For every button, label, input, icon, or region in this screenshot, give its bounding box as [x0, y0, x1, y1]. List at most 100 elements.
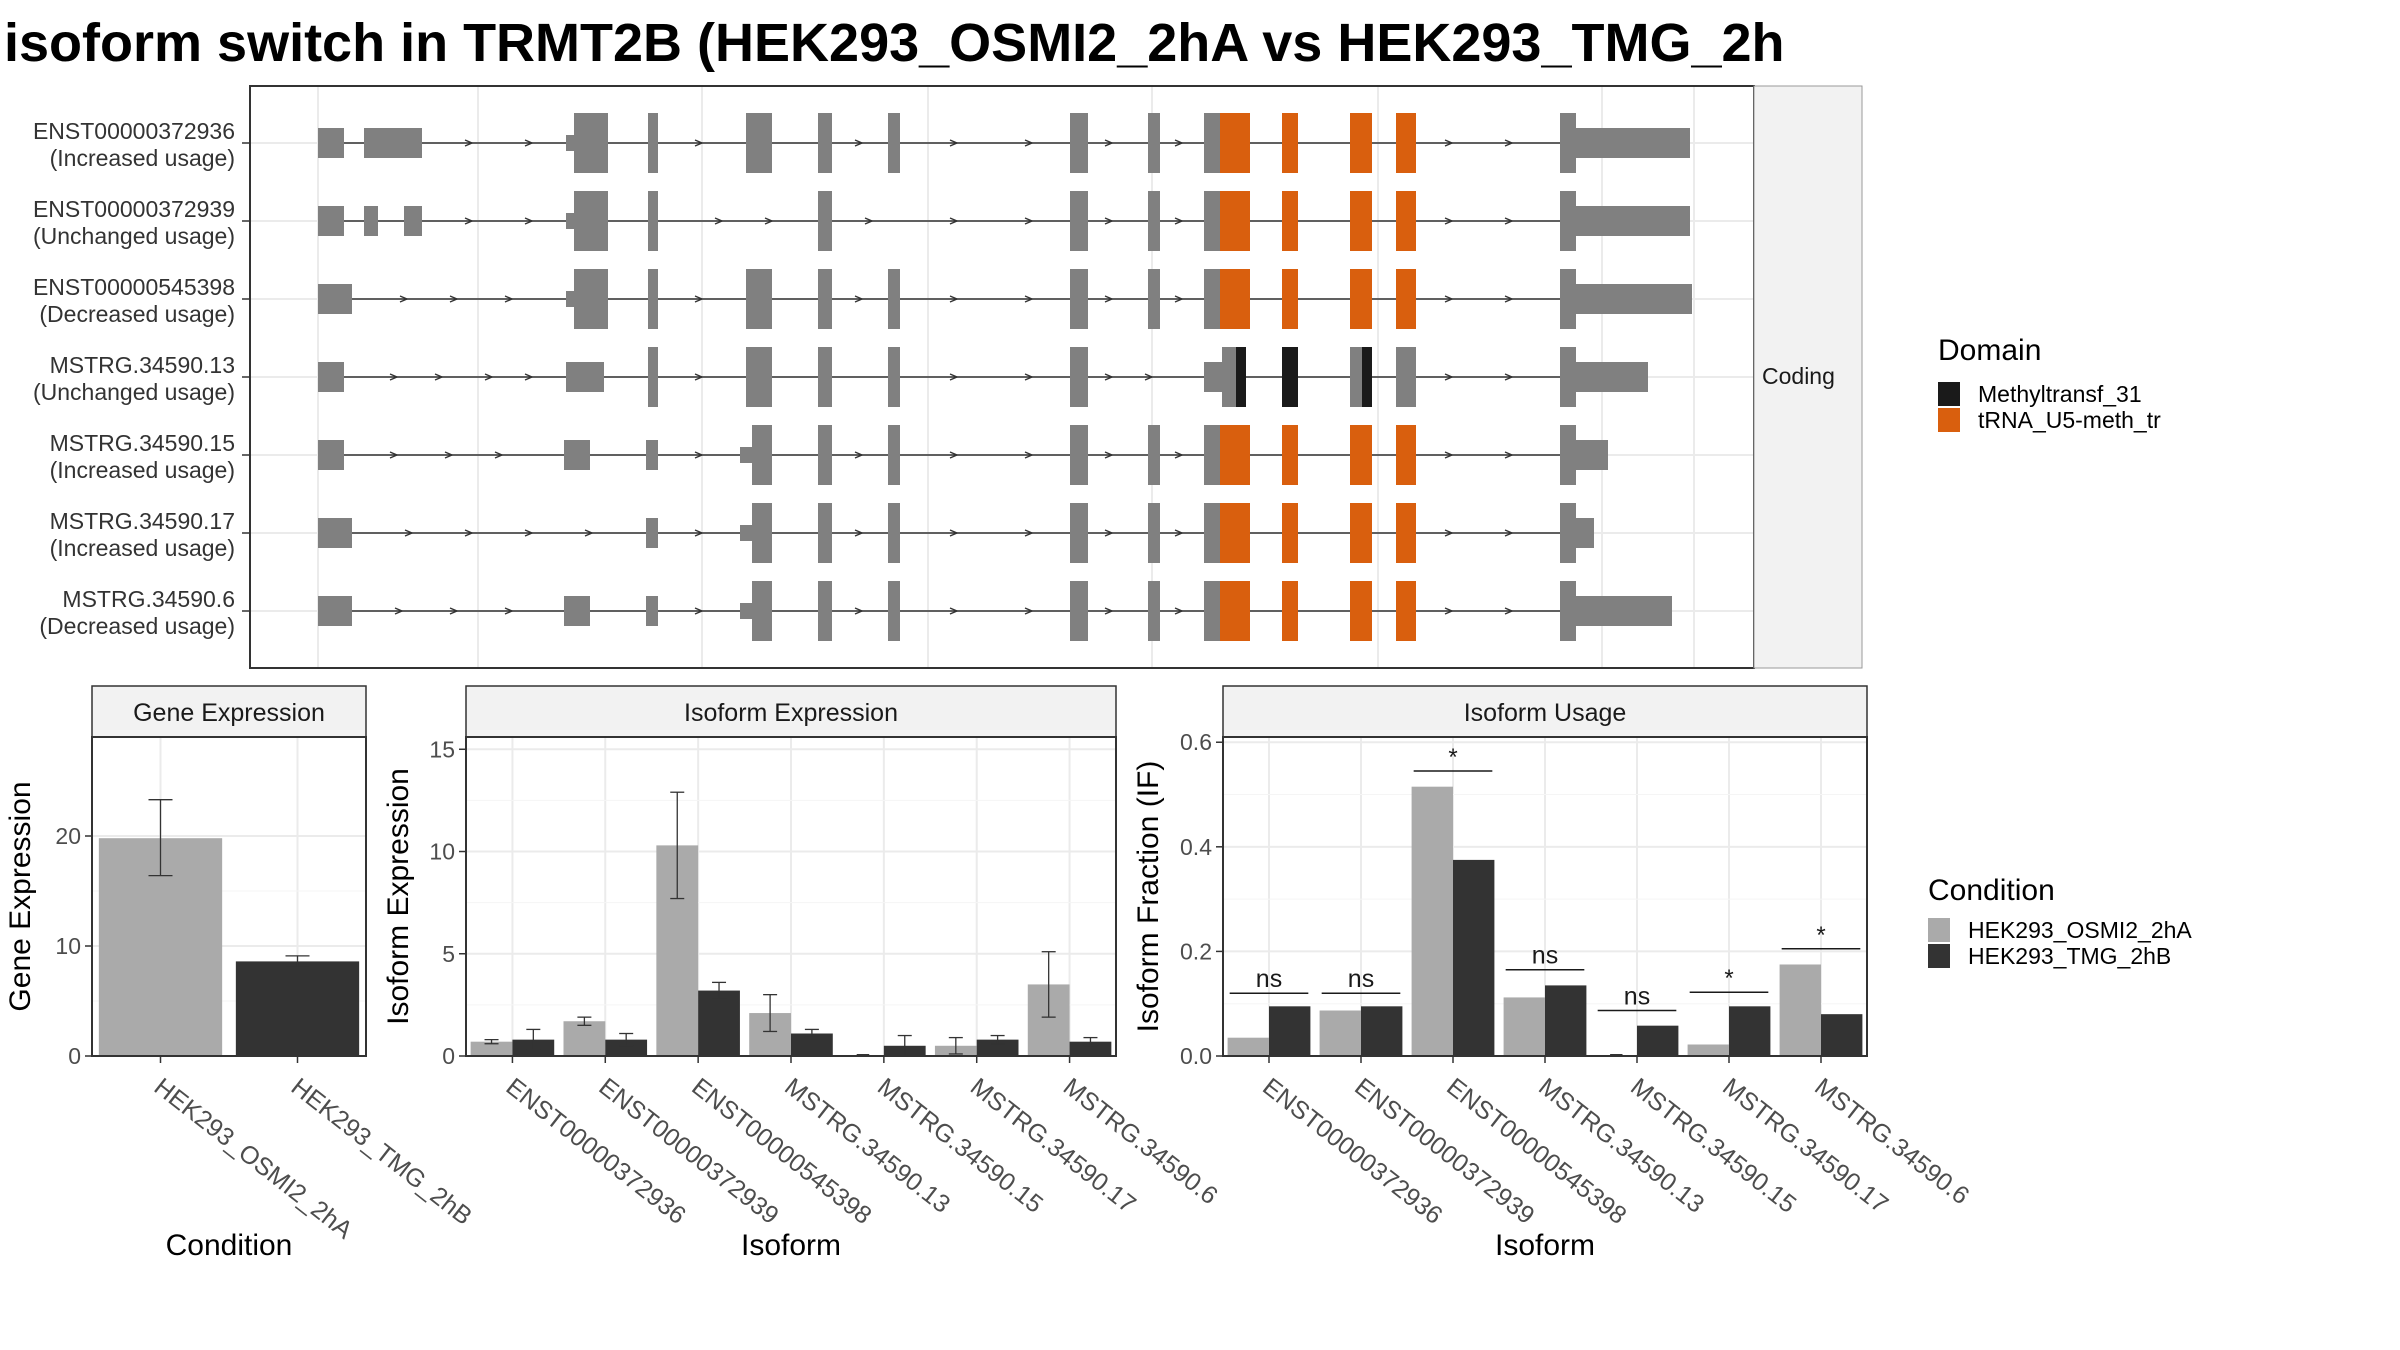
exon-block	[1204, 503, 1220, 563]
exon-block	[646, 440, 658, 470]
strand-arrow	[1024, 373, 1034, 381]
exon-block	[1070, 503, 1088, 563]
domain-trna-block	[1350, 269, 1372, 329]
strand-arrow	[854, 295, 864, 303]
y-tick-label: 0	[68, 1043, 81, 1069]
domain-trna-block	[1282, 425, 1298, 485]
transcript-model	[318, 269, 1692, 329]
transcript-model	[318, 503, 1594, 563]
bar	[1069, 1041, 1112, 1056]
panel-strip-title: Isoform Usage	[1464, 699, 1627, 727]
x-tick-label: MSTRG.34590.13	[779, 1073, 955, 1219]
domain-trna-block	[1396, 425, 1416, 485]
strand-arrow	[524, 529, 534, 537]
significance-annotation: ns	[1505, 942, 1585, 971]
exon-block	[1576, 284, 1692, 314]
strand-arrow	[524, 373, 534, 381]
y-tick-label: 10	[55, 933, 81, 959]
x-axis-title: Isoform	[1495, 1229, 1595, 1262]
exon-block	[1576, 440, 1608, 470]
exon-block	[1560, 191, 1576, 251]
transcript-label-usage: (Increased usage)	[50, 535, 235, 561]
panel-strip	[1222, 685, 1868, 738]
strand-arrow	[1174, 451, 1184, 459]
strand-arrow	[1144, 373, 1154, 381]
exon-block	[648, 269, 658, 329]
domain-trna-block	[1282, 581, 1298, 641]
strand-arrow	[504, 607, 514, 615]
x-tick-label: MSTRG.34590.15	[872, 1073, 1048, 1219]
strand-arrow	[444, 451, 454, 459]
exon-block	[1070, 113, 1088, 173]
error-bar	[990, 1034, 1005, 1045]
strand-arrow	[854, 139, 864, 147]
y-tick-label: 10	[429, 839, 455, 865]
bar	[1503, 997, 1545, 1056]
significance-label: ns	[1256, 965, 1282, 993]
exon-block	[818, 113, 832, 173]
domain-legend-label: tRNA_U5-meth_tr	[1978, 407, 2161, 433]
exon-block	[1204, 581, 1220, 641]
significance-annotation: ns	[1321, 965, 1401, 994]
strand-arrow	[1444, 139, 1454, 147]
strand-arrow	[1104, 139, 1114, 147]
x-tick-label: MSTRG.34590.6	[1058, 1073, 1223, 1211]
strand-arrow	[484, 373, 494, 381]
condition-legend-swatch	[1928, 944, 1950, 968]
strand-arrow	[1174, 607, 1184, 615]
error-bar	[948, 1036, 963, 1055]
strand-arrow	[1104, 529, 1114, 537]
strand-arrow	[1104, 607, 1114, 615]
domain-trna-block	[1396, 269, 1416, 329]
strand-arrow	[394, 607, 404, 615]
bar	[1453, 859, 1495, 1056]
bar	[1637, 1025, 1679, 1056]
domain-trna-block	[1220, 269, 1250, 329]
exon-block	[1070, 347, 1088, 407]
exon-block	[1560, 269, 1576, 329]
exon-block	[646, 596, 658, 626]
domain-trna-block	[1220, 425, 1250, 485]
domain-trna-block	[1396, 503, 1416, 563]
y-tick-label: 15	[429, 736, 455, 762]
strand-arrow	[449, 295, 459, 303]
significance-annotation: *	[1413, 744, 1493, 772]
strand-arrow	[1504, 217, 1514, 225]
strand-arrow	[524, 217, 534, 225]
strand-arrow	[504, 295, 514, 303]
strand-arrow	[1104, 217, 1114, 225]
strand-arrow	[1444, 451, 1454, 459]
strand-arrow	[389, 451, 399, 459]
exon-block	[752, 503, 772, 563]
exon-block	[740, 603, 752, 619]
exon-block	[1560, 503, 1576, 563]
exon-block	[1560, 347, 1576, 407]
exon-block	[1204, 362, 1222, 392]
panel-strip-title: Gene Expression	[133, 699, 325, 727]
domain-trna-block	[1350, 503, 1372, 563]
bar-panel: Isoform Expression051015ENST00000372936E…	[382, 685, 1223, 1262]
bar	[1545, 985, 1587, 1056]
strand-arrow	[1024, 451, 1034, 459]
strand-arrow	[434, 373, 444, 381]
domain-methyltransf-block	[1236, 347, 1246, 407]
strand-arrow	[694, 295, 704, 303]
domain-trna-block	[1350, 425, 1372, 485]
exon-block	[1204, 425, 1220, 485]
y-axis-title: Gene Expression	[4, 781, 37, 1011]
exon-block	[746, 113, 772, 173]
exon-block	[888, 347, 900, 407]
exon-block	[1148, 113, 1160, 173]
strand-arrow	[1174, 139, 1184, 147]
domain-legend-label: Methyltransf_31	[1978, 381, 2142, 407]
transcript-label-usage: (Decreased usage)	[39, 613, 235, 639]
strand-arrow	[1024, 529, 1034, 537]
transcript-model	[318, 425, 1608, 485]
domain-trna-block	[1220, 113, 1250, 173]
y-tick-label: 0.4	[1180, 834, 1212, 860]
exon-block	[1148, 269, 1160, 329]
exon-block	[818, 269, 832, 329]
exon-block	[574, 269, 608, 329]
exon-block	[318, 284, 352, 314]
strand-arrow	[694, 451, 704, 459]
